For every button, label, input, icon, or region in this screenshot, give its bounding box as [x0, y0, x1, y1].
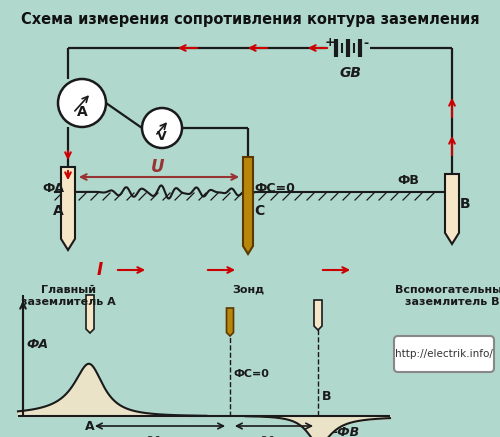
Text: Вспомогательный
заземлитель В: Вспомогательный заземлитель В: [394, 285, 500, 307]
Text: А: А: [85, 420, 95, 433]
Text: V: V: [157, 129, 167, 142]
Text: ФВ: ФВ: [397, 173, 419, 187]
Text: I: I: [97, 261, 103, 279]
Text: -: -: [364, 37, 368, 49]
Polygon shape: [61, 167, 75, 250]
Text: А: А: [53, 204, 64, 218]
Polygon shape: [86, 295, 94, 333]
Text: В: В: [322, 389, 332, 402]
Polygon shape: [243, 157, 253, 254]
Text: +: +: [324, 37, 336, 49]
Text: Зонд: Зонд: [232, 285, 264, 295]
Polygon shape: [445, 174, 459, 244]
Text: 20 м: 20 м: [261, 436, 287, 437]
Text: Главный
заземлитель А: Главный заземлитель А: [20, 285, 116, 307]
Text: ФА: ФА: [26, 339, 48, 351]
Text: ФА: ФА: [42, 183, 64, 195]
Text: С: С: [254, 204, 264, 218]
Circle shape: [142, 108, 182, 148]
Text: -ФВ: -ФВ: [333, 426, 360, 437]
Polygon shape: [314, 300, 322, 330]
Text: A: A: [76, 105, 88, 119]
Text: 20 м: 20 м: [147, 436, 173, 437]
Text: U: U: [151, 158, 165, 176]
FancyBboxPatch shape: [394, 336, 494, 372]
Text: В: В: [460, 197, 470, 211]
Polygon shape: [226, 308, 234, 336]
Text: ФС=0: ФС=0: [254, 183, 295, 195]
Text: http://electrik.info/: http://electrik.info/: [395, 349, 493, 359]
Text: ФС=0: ФС=0: [234, 369, 270, 379]
Circle shape: [58, 79, 106, 127]
Text: Схема измерения сопротивления контура заземления: Схема измерения сопротивления контура за…: [20, 12, 479, 27]
Text: GB: GB: [339, 66, 361, 80]
